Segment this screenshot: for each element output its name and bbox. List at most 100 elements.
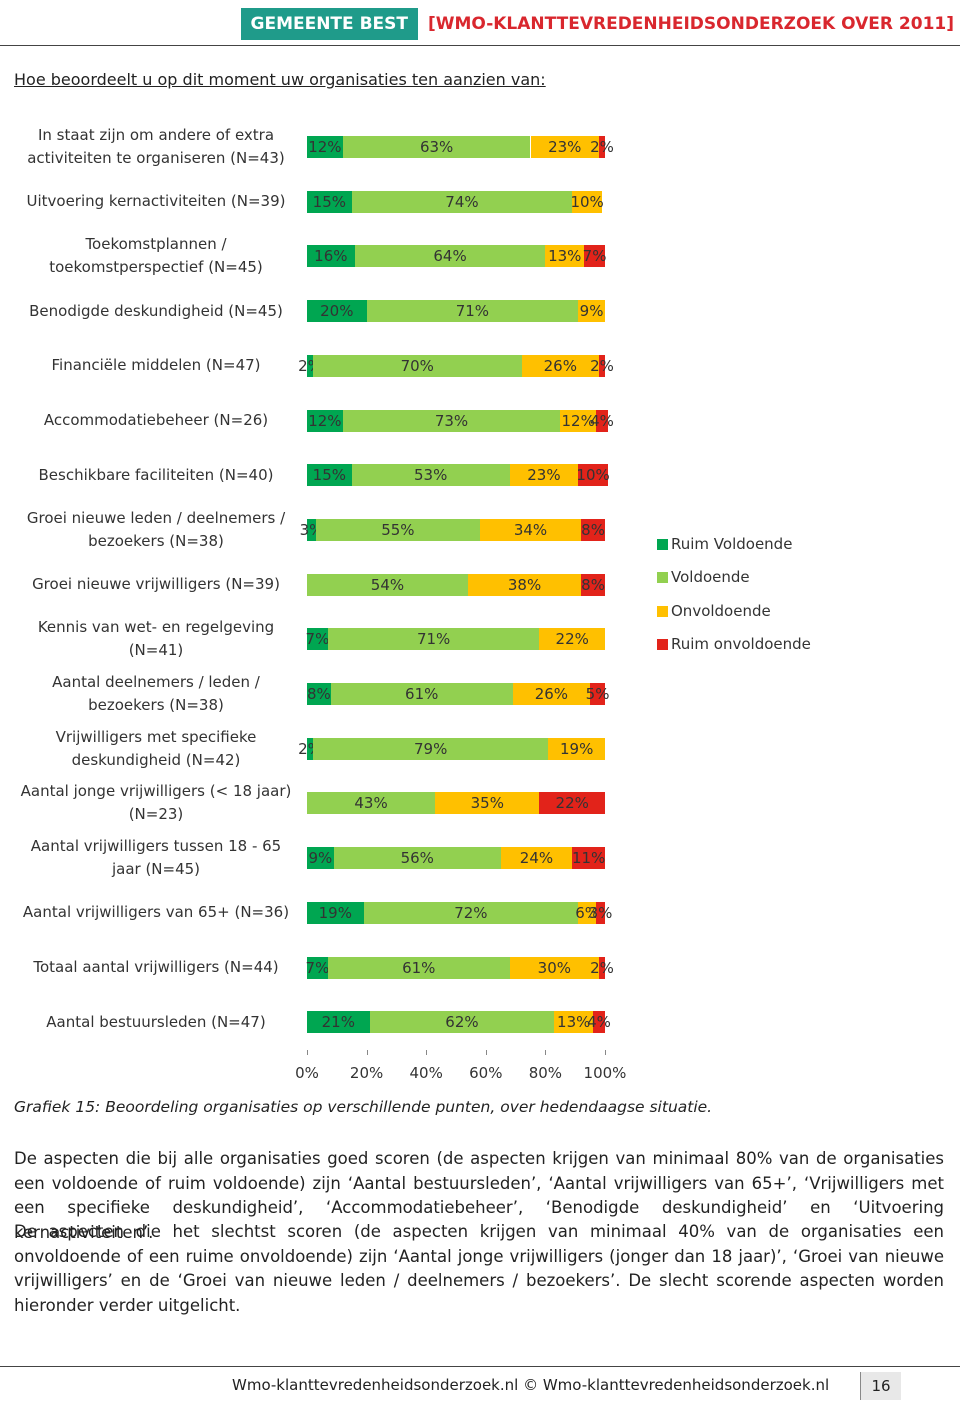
data-label: 61%: [402, 958, 436, 977]
bar-segment: [307, 573, 468, 596]
bar-segment: [351, 190, 573, 213]
bar-segment: [500, 847, 573, 870]
bar-segment: [312, 354, 522, 377]
bar-segment: [307, 956, 328, 979]
bar-segment: [342, 409, 561, 432]
bar-segment: [581, 573, 605, 596]
bar-segment: [307, 190, 352, 213]
data-label: 11%: [571, 849, 606, 868]
chart: In staat zijn om andere of extra activit…: [21, 126, 811, 1083]
x-tick-label: 80%: [528, 1064, 563, 1083]
bar-segment: [307, 847, 334, 870]
bar-segment: [435, 792, 540, 815]
bar-segment: [545, 245, 585, 268]
data-label: 22%: [555, 630, 589, 649]
header-title: [WMO-KLANTTEVREDENHEIDSONDERZOEK OVER 20…: [427, 14, 954, 34]
data-label: 9%: [579, 302, 604, 321]
bar-segment: [342, 136, 531, 158]
bar-segment: [327, 628, 540, 651]
data-label: 64%: [433, 247, 467, 266]
data-label: 13%: [557, 1013, 591, 1032]
data-label: 2%: [590, 958, 614, 977]
category-label: Totaal aantal vrijwilligers (N=44): [33, 958, 279, 976]
data-label: 19%: [560, 739, 594, 758]
x-tick: [366, 1050, 368, 1056]
header-organisation: GEMEENTE BEST: [240, 8, 418, 40]
bar-segment: [479, 518, 582, 541]
x-tick: [307, 1050, 308, 1056]
legend-label: Onvoldoende: [671, 601, 771, 620]
bar-segment: [509, 956, 600, 979]
bar-segment: [596, 409, 608, 432]
bar-segment: [599, 956, 605, 979]
bar-segment: [572, 847, 605, 870]
data-label: 13%: [548, 247, 582, 266]
data-label: 2%: [590, 138, 614, 156]
data-label: 7%: [305, 630, 330, 649]
bar-segment: [307, 792, 436, 815]
bar-segment: [351, 464, 510, 487]
data-label: 2%: [590, 356, 614, 375]
bar-segment: [599, 354, 605, 377]
x-tick-label: 40%: [409, 1064, 443, 1083]
legend-label: Ruim onvoldoende: [671, 634, 811, 653]
bar-segment: [521, 354, 600, 377]
data-label: 23%: [527, 466, 561, 485]
data-label: 21%: [321, 1013, 355, 1032]
bar-segment: [307, 245, 355, 268]
bar-segment: [584, 245, 605, 268]
question-heading: Hoe beoordeelt u op dit moment uw organi…: [14, 70, 546, 89]
legend-swatch: [657, 605, 668, 617]
data-label: 24%: [519, 849, 554, 868]
data-label: 70%: [400, 356, 434, 375]
data-label: 63%: [419, 138, 454, 156]
x-tick-label: 20%: [349, 1064, 384, 1083]
data-label: 62%: [445, 1013, 479, 1032]
data-label: 12%: [308, 138, 342, 156]
data-label: 7%: [305, 958, 330, 977]
bar-segment: [560, 409, 597, 432]
bar-segment: [467, 573, 582, 596]
category-label: Accommodatiebeheer (N=26): [43, 411, 269, 429]
data-label: 20%: [320, 302, 354, 321]
chart-caption: Grafiek 15: Beoordeling organisaties op …: [14, 1098, 713, 1116]
bar-segment: [369, 1011, 555, 1034]
data-label: 3%: [588, 903, 613, 922]
category-label: Toekomstplannen / toekomstperspectief (N…: [49, 235, 263, 277]
category-label: Groei nieuwe vrijwilligers (N=39): [32, 575, 280, 594]
data-label: 5%: [585, 685, 610, 703]
bar-segment: [307, 136, 343, 158]
data-label: 7%: [582, 247, 607, 266]
x-tick: [545, 1050, 547, 1056]
bar-segment: [312, 737, 549, 760]
data-label: 38%: [507, 575, 542, 594]
bar-segment: [512, 683, 591, 705]
category-label: Uitvoering kernactiviteiten (N=39): [26, 192, 286, 211]
header-rule: [0, 45, 960, 46]
category-label: Groei nieuwe leden / deelnemers / bezoek…: [26, 508, 286, 550]
data-label: 61%: [405, 685, 439, 703]
bar-segment: [539, 628, 605, 651]
data-label: 22%: [555, 794, 589, 813]
bar-segment: [599, 136, 605, 158]
category-label: Financiële middelen (N=47): [51, 356, 261, 375]
category-label: Benodigde deskundigheid (N=45): [29, 301, 283, 320]
data-label: 23%: [548, 138, 582, 156]
data-label: 4%: [587, 1013, 611, 1032]
data-label: 71%: [416, 630, 451, 649]
data-label: 79%: [413, 739, 448, 758]
bar-segment: [307, 409, 343, 432]
category-label: Aantal bestuursleden (N=47): [46, 1012, 266, 1031]
footer-text: Wmo-klanttevredenheidsonderzoek.nl © Wmo…: [232, 1376, 830, 1394]
data-label: 12%: [308, 411, 342, 430]
data-label: 54%: [370, 575, 405, 594]
data-label: 43%: [354, 794, 388, 813]
bar-segment: [581, 518, 605, 541]
bar-segment: [509, 464, 579, 487]
data-label: 15%: [312, 466, 347, 485]
x-tick: [426, 1050, 428, 1056]
data-label: 15%: [312, 192, 347, 211]
data-label: 19%: [318, 903, 352, 922]
bar-segment: [366, 300, 579, 323]
bar-segment: [307, 683, 331, 705]
